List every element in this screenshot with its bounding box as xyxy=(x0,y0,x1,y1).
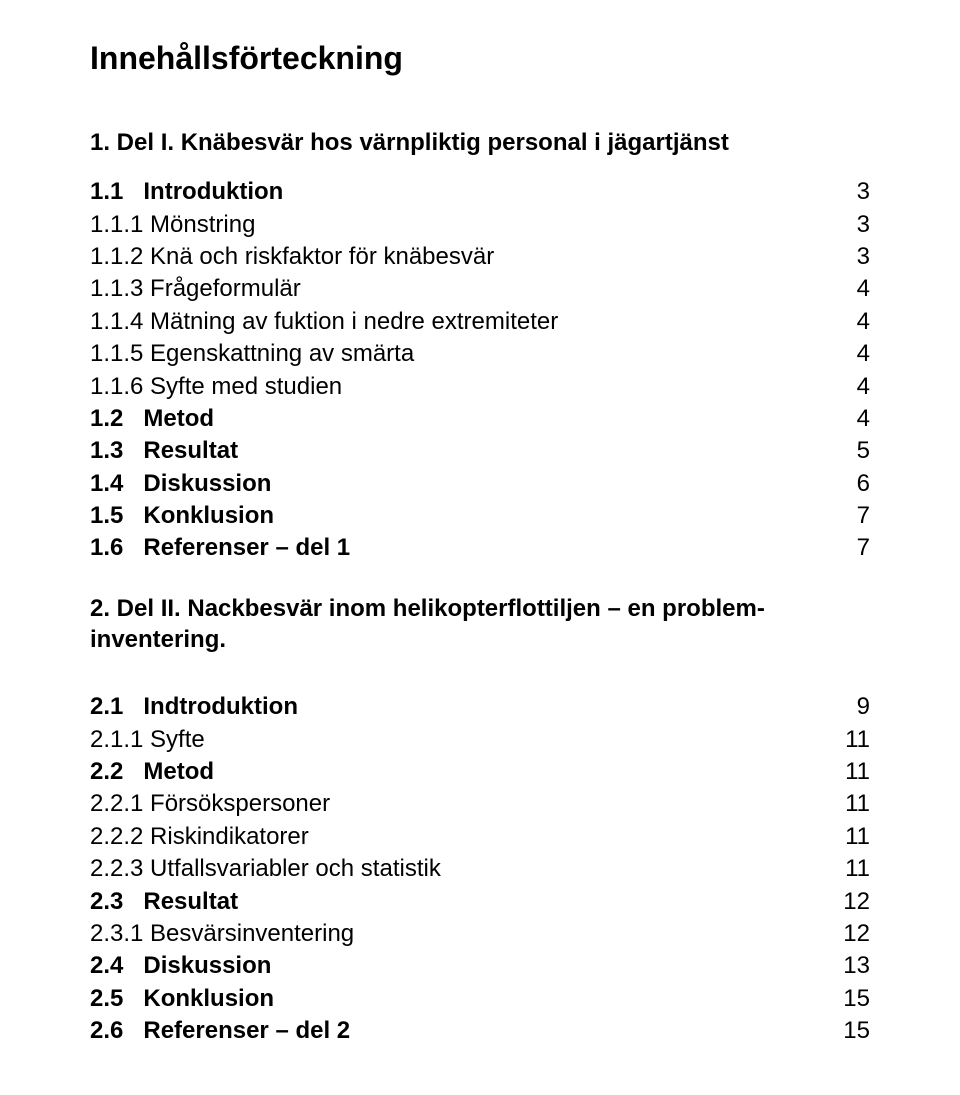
toc-row: 1.2 Metod 4 xyxy=(90,403,870,435)
page-title: Innehållsförteckning xyxy=(90,40,870,77)
toc-label: 1.2 Metod xyxy=(90,403,214,435)
toc-section-2: 2.1 Indtroduktion92.1.1 Syfte112.2 Metod… xyxy=(90,691,870,1047)
toc-page: 15 xyxy=(830,983,870,1015)
toc-label: 1.1.2 Knä och riskfaktor för knäbesvär xyxy=(90,241,494,273)
toc-row: 1.6 Referenser – del 1 7 xyxy=(90,532,870,564)
toc-row: 1.5 Konklusion 7 xyxy=(90,500,870,532)
toc-row: 2.3.1 Besvärsinventering 12 xyxy=(90,918,870,950)
toc-label: 2.4 Diskussion xyxy=(90,950,271,982)
toc-page: 3 xyxy=(830,241,870,273)
toc-label: 1.1.5 Egenskattning av smärta xyxy=(90,338,414,370)
toc-label: 2.3 Resultat xyxy=(90,886,238,918)
toc-label: 2.2.1 Försökspersoner xyxy=(90,788,330,820)
toc-label: 1.1 Introduktion xyxy=(90,176,283,208)
toc-page: 5 xyxy=(830,435,870,467)
toc-page: 4 xyxy=(830,306,870,338)
toc-label: 1.5 Konklusion xyxy=(90,500,274,532)
toc-label: 1.1.6 Syfte med studien xyxy=(90,371,342,403)
toc-page: 7 xyxy=(830,500,870,532)
toc-page: 11 xyxy=(830,756,870,788)
toc-page: 11 xyxy=(830,724,870,756)
toc-row: 2.5 Konklusion 15 xyxy=(90,983,870,1015)
toc-label: 2.5 Konklusion xyxy=(90,983,274,1015)
toc-page: 11 xyxy=(830,853,870,885)
toc-page: 3 xyxy=(830,209,870,241)
toc-label: 2.1.1 Syfte xyxy=(90,724,205,756)
toc-row: 2.2.2 Riskindikatorer 11 xyxy=(90,821,870,853)
toc-page: 9 xyxy=(830,691,870,723)
toc-label: 2.1 Indtroduktion xyxy=(90,691,298,723)
toc-row: 2.2.1 Försökspersoner 11 xyxy=(90,788,870,820)
toc-page: 15 xyxy=(830,1015,870,1047)
toc-row: 2.6 Referenser – del 2 15 xyxy=(90,1015,870,1047)
toc-label: 2.2.2 Riskindikatorer xyxy=(90,821,309,853)
toc-label: 1.1.1 Mönstring xyxy=(90,209,255,241)
toc-row: 1.3 Resultat 5 xyxy=(90,435,870,467)
toc-page: 4 xyxy=(830,371,870,403)
toc-label: 1.6 Referenser – del 1 xyxy=(90,532,350,564)
toc-row: 2.2 Metod 11 xyxy=(90,756,870,788)
toc-row: 1.4 Diskussion 6 xyxy=(90,468,870,500)
toc-label: 1.3 Resultat xyxy=(90,435,238,467)
toc-page: 13 xyxy=(830,950,870,982)
toc-page: 6 xyxy=(830,468,870,500)
toc-page: 7 xyxy=(830,532,870,564)
toc-page: 12 xyxy=(830,918,870,950)
toc-label: 2.2 Metod xyxy=(90,756,214,788)
toc-section-1: 1.1 Introduktion31.1.1 Mönstring31.1.2 K… xyxy=(90,176,870,565)
toc-page: 11 xyxy=(830,788,870,820)
toc-row: 1.1 Introduktion 3 xyxy=(90,176,870,208)
toc-row: 2.2.3 Utfallsvariabler och statistik 11 xyxy=(90,853,870,885)
toc-label: 1.4 Diskussion xyxy=(90,468,271,500)
toc-page: 4 xyxy=(830,273,870,305)
section-2-heading: 2. Del II. Nackbesvär inom helikopterflo… xyxy=(90,593,870,655)
toc-label: 1.1.4 Mätning av fuktion i nedre extremi… xyxy=(90,306,558,338)
toc-row: 2.4 Diskussion 13 xyxy=(90,950,870,982)
toc-row: 1.1.6 Syfte med studien 4 xyxy=(90,371,870,403)
toc-row: 1.1.5 Egenskattning av smärta 4 xyxy=(90,338,870,370)
toc-row: 2.1.1 Syfte 11 xyxy=(90,724,870,756)
toc-page: 4 xyxy=(830,403,870,435)
toc-row: 2.1 Indtroduktion 9 xyxy=(90,691,870,723)
toc-page: 12 xyxy=(830,886,870,918)
toc-label: 2.3.1 Besvärsinventering xyxy=(90,918,354,950)
toc-label: 1.1.3 Frågeformulär xyxy=(90,273,301,305)
toc-page: 11 xyxy=(830,821,870,853)
toc-row: 1.1.3 Frågeformulär 4 xyxy=(90,273,870,305)
toc-page: 4 xyxy=(830,338,870,370)
toc-row: 1.1.2 Knä och riskfaktor för knäbesvär 3 xyxy=(90,241,870,273)
toc-row: 1.1.4 Mätning av fuktion i nedre extremi… xyxy=(90,306,870,338)
toc-row: 1.1.1 Mönstring 3 xyxy=(90,209,870,241)
toc-label: 2.6 Referenser – del 2 xyxy=(90,1015,350,1047)
toc-page: 3 xyxy=(830,176,870,208)
toc-row: 2.3 Resultat 12 xyxy=(90,886,870,918)
toc-label: 2.2.3 Utfallsvariabler och statistik xyxy=(90,853,441,885)
section-1-heading: 1. Del I. Knäbesvär hos värnpliktig pers… xyxy=(90,127,870,158)
